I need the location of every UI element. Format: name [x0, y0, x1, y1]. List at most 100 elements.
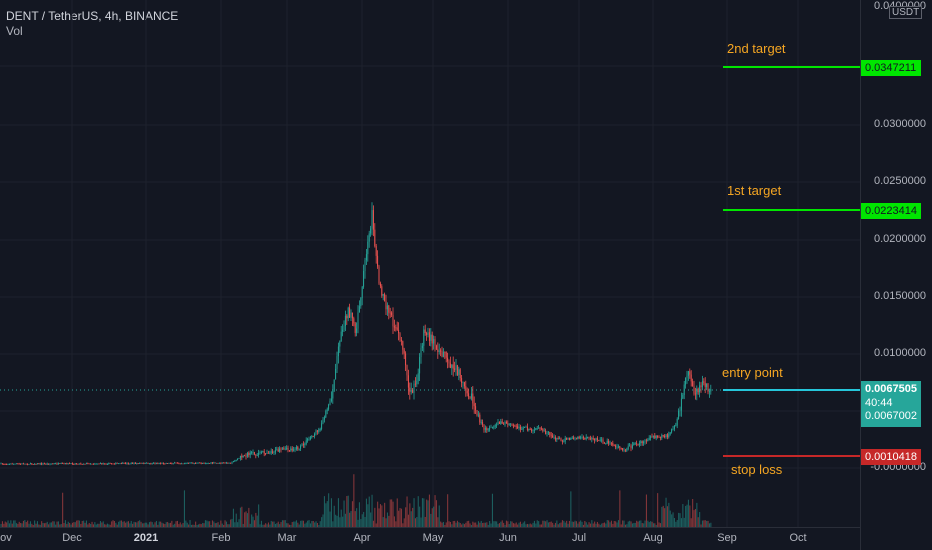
volume-bar: [225, 521, 227, 527]
candle-body: [623, 449, 625, 451]
volume-bar: [332, 521, 334, 527]
candle-body: [280, 448, 282, 450]
candle-body: [242, 455, 244, 458]
candle-body: [193, 463, 195, 464]
candle-body: [169, 463, 171, 464]
currency-badge[interactable]: USDT: [889, 6, 923, 19]
volume-bar: [189, 520, 191, 527]
candle-body: [657, 435, 659, 437]
volume-bar: [85, 520, 87, 527]
volume-bar: [452, 520, 454, 527]
volume-bar: [421, 498, 423, 527]
price-axis[interactable]: 0.0400000 USDT 0.0300000 0.0250000 0.020…: [860, 0, 932, 550]
candle-body: [672, 428, 674, 430]
candle-body: [160, 463, 162, 465]
volume-bar: [580, 520, 582, 527]
volume-bar: [53, 521, 55, 527]
candle-body: [437, 349, 439, 352]
volume-bar: [431, 508, 433, 527]
volume-bar: [550, 521, 552, 527]
chart-area[interactable]: DENT / TetherUS, 4h, BINANCE Vol: [0, 0, 860, 527]
candle-body: [286, 447, 288, 449]
entry-point-label: entry point: [722, 365, 783, 380]
candle-body: [246, 452, 248, 457]
candle-body: [455, 365, 457, 370]
volume-bar: [554, 522, 556, 527]
candle-body: [405, 353, 407, 366]
candle-body: [710, 389, 712, 392]
candle-body: [83, 463, 85, 465]
candle-body: [371, 210, 373, 229]
candle-body: [314, 433, 316, 437]
candle-body: [0, 463, 2, 465]
candle-body: [258, 452, 260, 456]
candle-body: [321, 423, 323, 430]
candle-body: [78, 463, 80, 465]
volume-bar: [277, 521, 279, 527]
volume-bar: [108, 524, 110, 527]
time-tick: 2021: [133, 532, 159, 544]
volume-bar: [587, 524, 589, 527]
candle-body: [538, 427, 540, 429]
candle-body: [8, 463, 10, 465]
volume-bar: [276, 523, 278, 527]
volume-bar: [374, 507, 376, 527]
candle-body: [269, 452, 271, 454]
candle-body: [210, 462, 212, 464]
volume-bar: [393, 516, 395, 527]
volume-bar: [395, 521, 397, 527]
volume-bar: [539, 524, 541, 527]
volume-bar: [433, 506, 435, 527]
candle-body: [62, 463, 64, 464]
candle-body: [598, 440, 600, 442]
volume-indicator-label[interactable]: Vol: [6, 24, 23, 38]
candle-body: [342, 329, 344, 332]
volume-bar: [358, 502, 360, 527]
volume-bar: [172, 524, 174, 527]
candle-body: [447, 357, 449, 362]
volume-bar: [410, 511, 412, 527]
volume-bar: [671, 514, 673, 527]
volume-bar: [214, 523, 216, 527]
volume-bar: [36, 521, 38, 527]
candle-body: [458, 369, 460, 375]
candle-body: [90, 463, 92, 465]
candle-body: [648, 437, 650, 441]
candle-body: [503, 423, 505, 425]
volume-bar: [260, 520, 262, 527]
volume-bar: [270, 520, 272, 527]
volume-bar: [528, 524, 530, 527]
time-axis[interactable]: Nov Dec 2021 Feb Mar Apr May Jun Jul Aug…: [0, 527, 860, 550]
time-tick: Mar: [277, 532, 297, 544]
volume-bar: [480, 520, 482, 527]
candle-body: [622, 448, 624, 451]
volume-bar: [466, 521, 468, 527]
candle-body: [344, 315, 346, 327]
volume-bar: [344, 513, 346, 527]
candle-body: [392, 315, 394, 327]
volume-bar: [307, 520, 309, 527]
volume-bar: [710, 522, 712, 527]
volume-bar: [62, 492, 64, 527]
volume-bar: [319, 521, 321, 527]
candle-body: [620, 447, 622, 449]
candle-body: [315, 430, 317, 434]
candle-body: [3, 464, 5, 465]
volume-bar: [309, 523, 311, 527]
candle-body: [11, 463, 13, 465]
symbol-title[interactable]: DENT / TetherUS, 4h, BINANCE: [6, 9, 179, 23]
candle-body: [185, 463, 187, 465]
candle-body: [655, 435, 657, 439]
candle-body: [584, 438, 586, 440]
volume-bar: [171, 520, 173, 527]
volume-bar: [435, 500, 437, 527]
candle-body: [638, 443, 640, 446]
volume-bar: [406, 496, 408, 527]
price-chart[interactable]: [0, 0, 860, 527]
candle-body: [189, 462, 191, 464]
candle-body: [85, 463, 87, 465]
volume-bar: [592, 523, 594, 527]
volume-bar: [557, 524, 559, 527]
volume-bar: [553, 524, 555, 527]
volume-bar: [428, 494, 430, 527]
